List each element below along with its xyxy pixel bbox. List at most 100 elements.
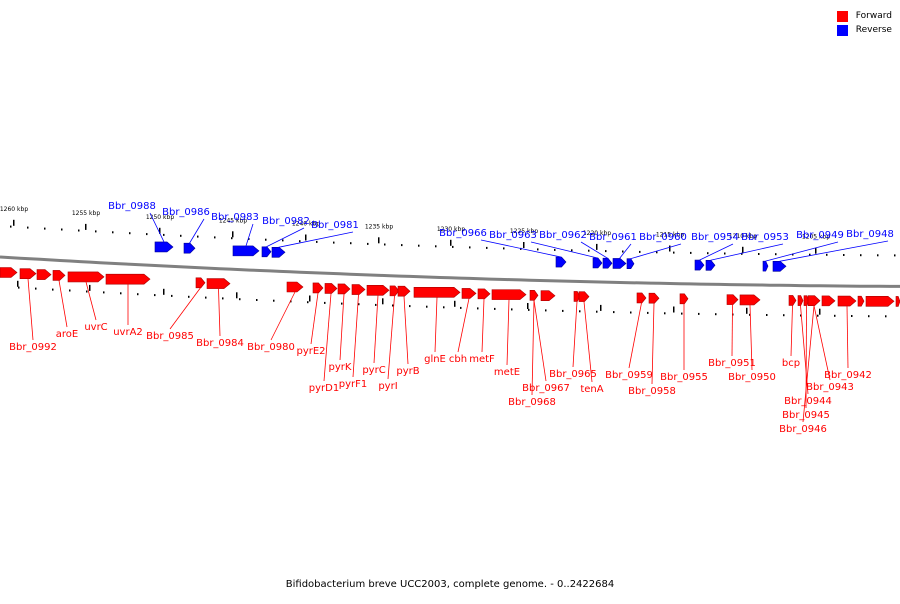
gene-leader-line: [245, 223, 254, 246]
gene-forward: [206, 278, 231, 289]
tick-label: 1230 kbp: [437, 226, 465, 233]
tick-dot: [409, 305, 411, 308]
tick-dot: [163, 233, 165, 236]
gene-leader-line: [434, 297, 438, 353]
tick-dot: [214, 236, 216, 239]
tick-dot: [103, 291, 105, 294]
tick-dot: [851, 315, 853, 317]
tick-dot: [205, 296, 207, 299]
gene-leader-line: [218, 288, 221, 337]
gene-leader-line: [85, 281, 97, 321]
gene-forward: [36, 269, 52, 280]
gene-reverse: [626, 258, 635, 270]
gene-label-reverse: Bbr_0963: [489, 230, 537, 241]
tick-dot: [69, 289, 71, 292]
gene-leader-line: [457, 298, 470, 353]
tick-major: [600, 304, 602, 311]
tick-dot: [452, 245, 454, 248]
gene-label-reverse: Bbr_0983: [211, 212, 259, 223]
tick-major: [89, 284, 91, 291]
gene-forward: [636, 292, 647, 304]
gene-label-reverse: Bbr_0961: [589, 232, 637, 243]
gene-leader-line: [651, 303, 655, 385]
tick-dot: [367, 242, 369, 245]
tick-dot: [120, 292, 122, 295]
gene-label-reverse: Bbr_0962: [539, 230, 587, 241]
tick-dot: [477, 307, 479, 310]
tick-dot: [171, 294, 173, 297]
gene-label-forward: cbh: [449, 354, 467, 365]
tick-dot: [860, 254, 862, 257]
tick-major: [523, 242, 525, 248]
gene-reverse: [261, 246, 272, 258]
gene-forward: [857, 295, 865, 307]
tick-dot: [27, 226, 29, 229]
gene-label-forward: Bbr_0944: [784, 396, 832, 407]
tick-dot: [358, 303, 360, 306]
tick-dot: [316, 240, 318, 243]
gene-forward: [19, 268, 37, 279]
gene-leader-line: [481, 298, 485, 353]
gene-label-forward: Bbr_0955: [660, 372, 708, 383]
gene-leader-line: [323, 293, 332, 382]
gene-forward: [788, 295, 797, 306]
gene-label-forward: pyrC: [362, 365, 385, 376]
gene-forward: [477, 288, 491, 300]
gene-leader-line: [352, 294, 359, 378]
tick-major: [673, 306, 675, 313]
tick-dot: [435, 245, 437, 248]
tick-major: [742, 246, 744, 253]
tick-dot: [758, 253, 760, 255]
tick-label: 1240 kbp: [292, 221, 320, 228]
tick-dot: [690, 251, 692, 254]
tick-major: [454, 300, 456, 307]
gene-label-forward: Bbr_0950: [728, 372, 776, 383]
tick-major: [163, 288, 165, 295]
gene-leader-line: [699, 243, 734, 261]
gene-label-reverse: Bbr_0988: [108, 201, 156, 212]
tick-dot: [596, 310, 598, 313]
gene-forward: [895, 296, 900, 307]
tick-dot: [494, 307, 496, 310]
tick-label: 1215 kbp: [656, 232, 684, 239]
tick-dot: [333, 241, 335, 244]
tick-dot: [273, 299, 275, 302]
tick-major: [746, 307, 748, 314]
tick-dot: [460, 306, 462, 309]
tick-dot: [800, 314, 802, 317]
tick-label: 1235 kbp: [365, 223, 393, 230]
tick-dot: [469, 246, 471, 249]
tick-dot: [673, 251, 675, 254]
tick-dot: [647, 311, 649, 314]
tick-dot: [307, 301, 309, 304]
gene-label-forward: uvrC: [84, 322, 107, 333]
legend-swatch-reverse: [836, 24, 848, 36]
tick-dot: [885, 315, 887, 318]
gene-leader-line: [710, 243, 784, 261]
tick-label: 1205 kbp: [802, 234, 830, 241]
gene-leader-line: [846, 306, 849, 369]
gene-forward: [679, 293, 689, 305]
tick-major: [527, 303, 529, 309]
gene-leader-line: [270, 291, 296, 341]
gene-reverse: [555, 256, 567, 268]
tick-dot: [231, 237, 233, 240]
gene-leader-line: [533, 300, 547, 382]
legend-label-forward: Forward: [855, 11, 892, 21]
tick-dot: [18, 286, 20, 289]
tick-dot: [52, 288, 54, 291]
gene-leader-line: [630, 243, 682, 260]
tick-dot: [783, 314, 785, 317]
gene-leader-line: [58, 280, 68, 328]
gene-label-forward: Bbr_0984: [196, 338, 244, 349]
tick-dot: [299, 240, 301, 243]
gene-reverse: [183, 242, 196, 254]
gene-label-forward: metF: [469, 354, 495, 365]
tick-dot: [265, 238, 267, 241]
gene-leader-line: [149, 212, 165, 243]
gene-label-forward: Bbr_0985: [146, 331, 194, 342]
gene-label-forward: pyrF1: [339, 379, 368, 390]
gene-label-forward: Bbr_0958: [628, 386, 676, 397]
